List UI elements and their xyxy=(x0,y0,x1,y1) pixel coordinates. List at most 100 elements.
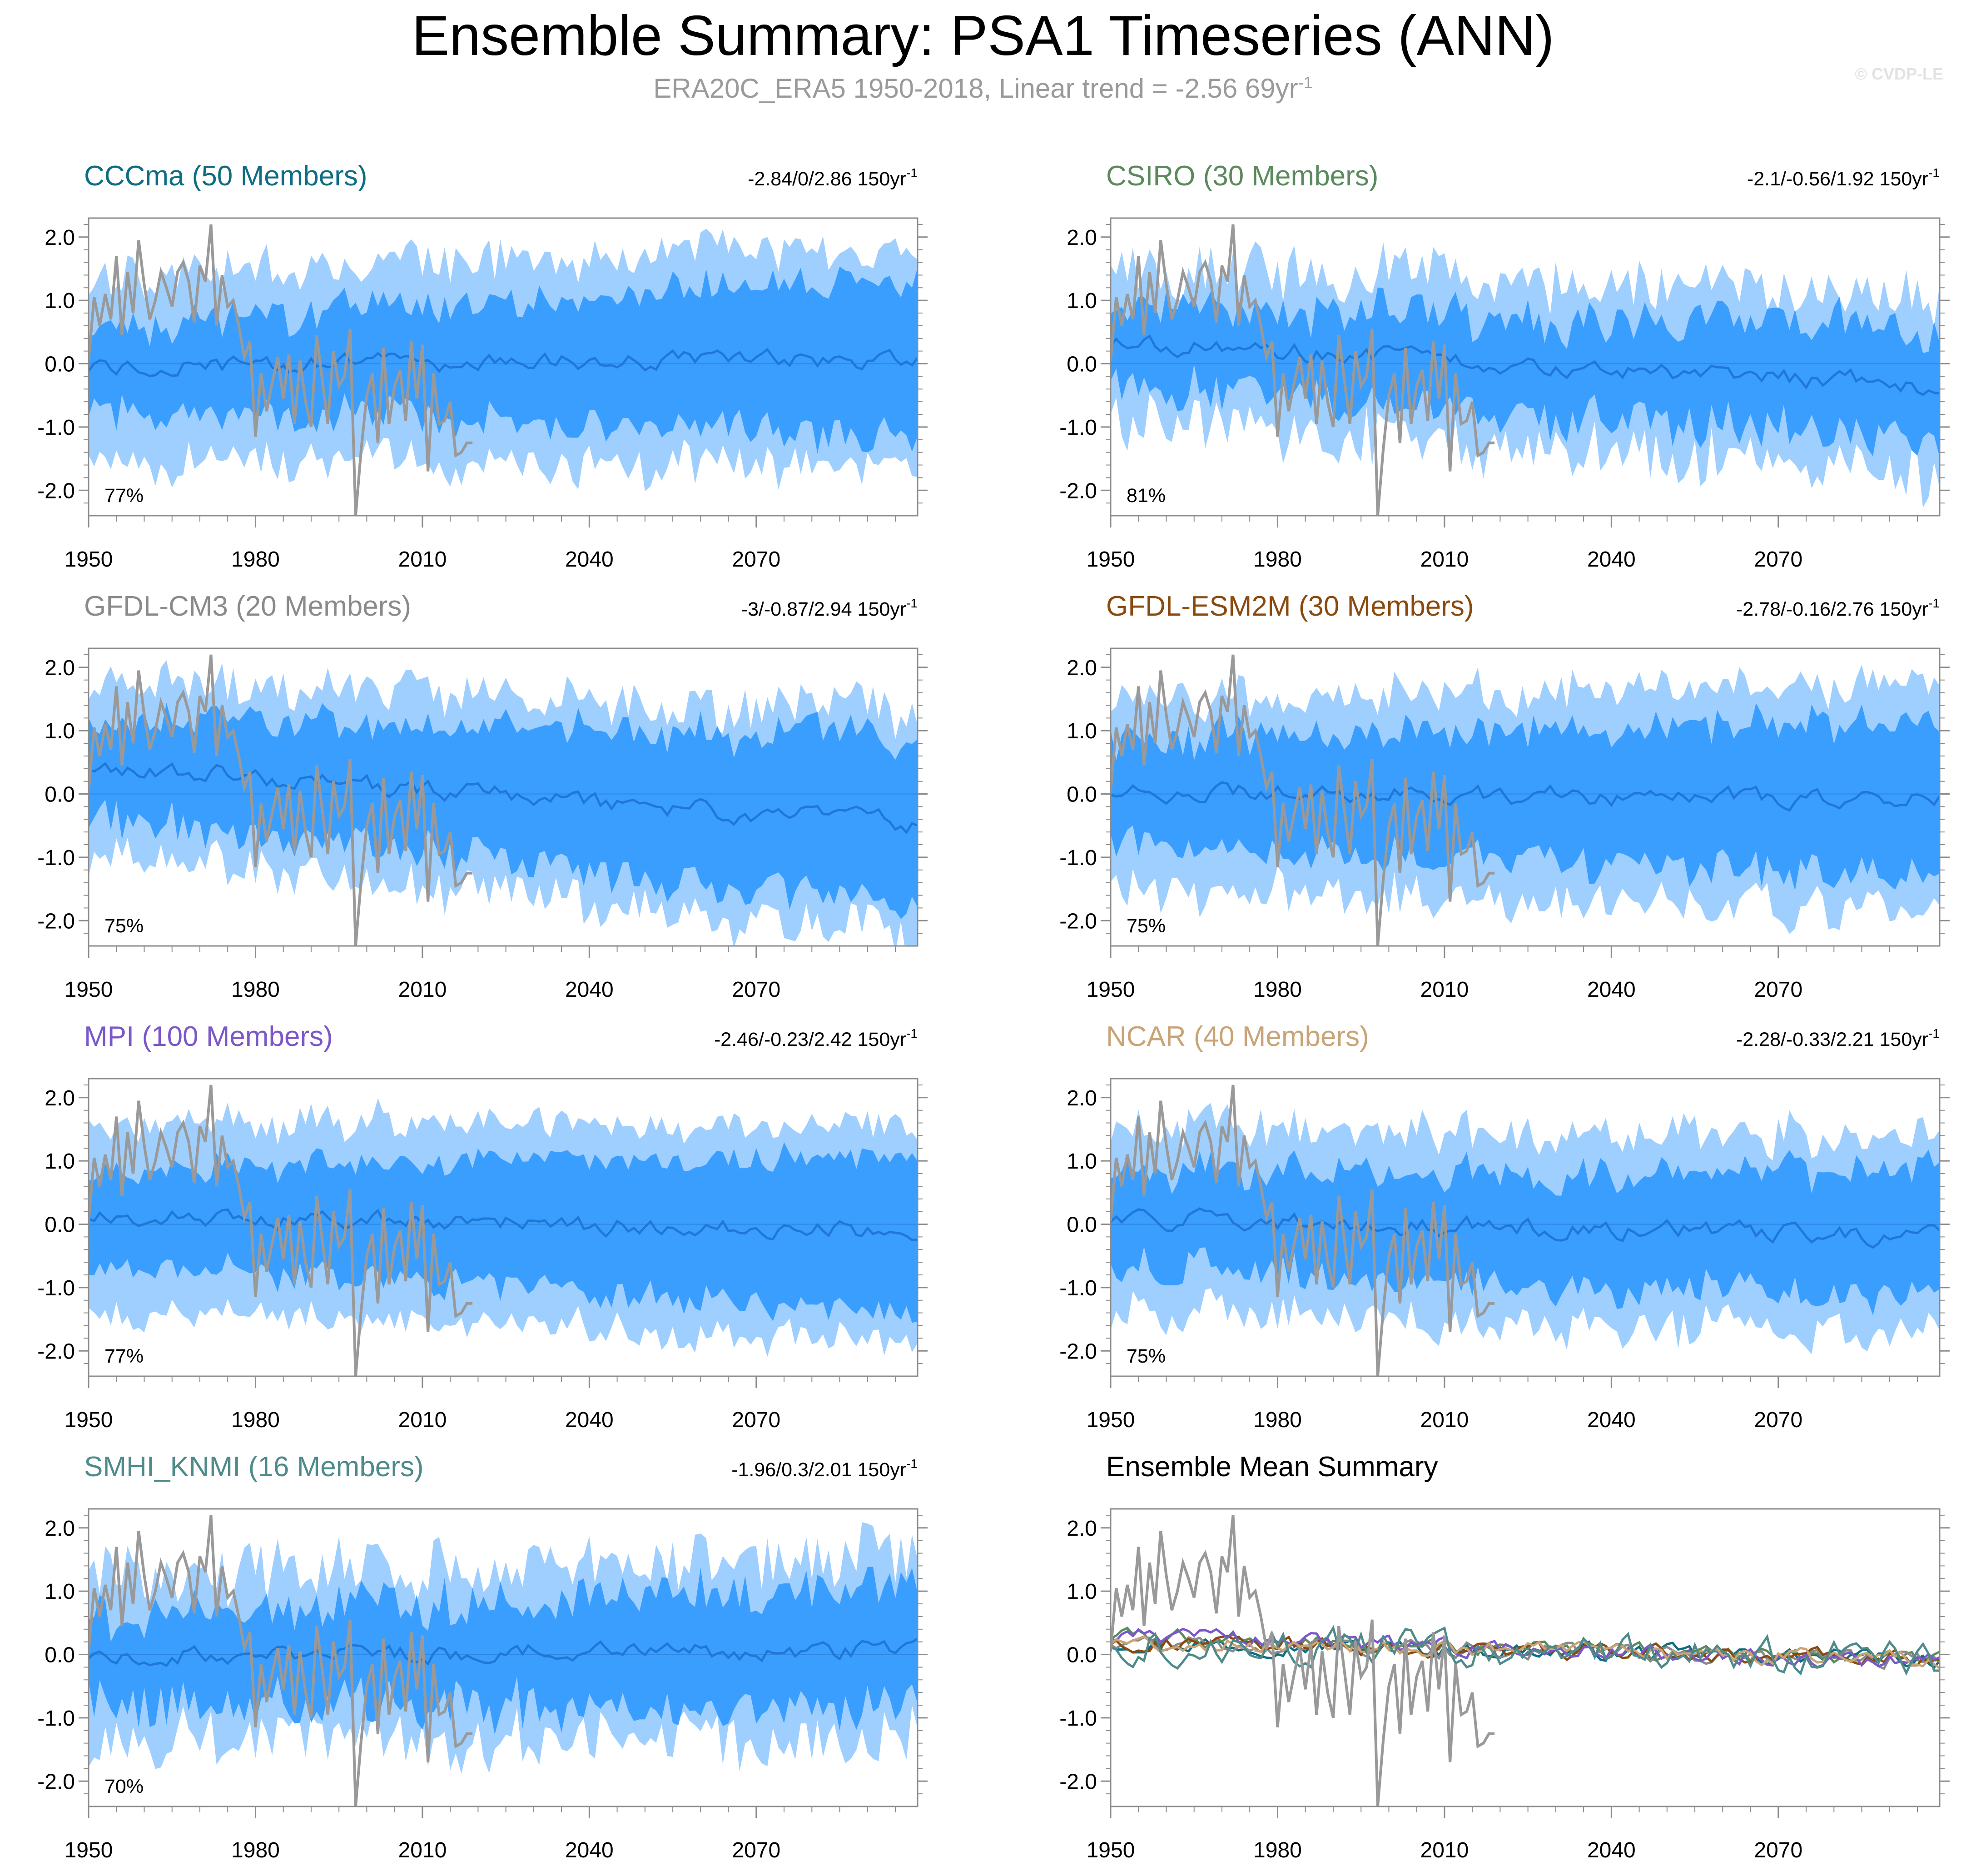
panel-3: GFDL-ESM2M (30 Members) 2.0 1.0 0.0 -1.0 -2.0… xyxy=(1059,591,1950,1002)
panel-range-label: -2.1/-0.56/1.92 150yr-1 xyxy=(1747,166,1940,190)
y-tick-label: 2.0 xyxy=(45,226,75,250)
y-tick-label: 0.0 xyxy=(1067,1643,1097,1667)
ensemble-mean-series-5 xyxy=(1111,1635,1940,1669)
range-exponent: -1 xyxy=(1928,1026,1940,1040)
y-tick-label: -2.0 xyxy=(1059,909,1097,933)
x-tick-label: 1950 xyxy=(65,547,113,572)
x-tick-label: 1950 xyxy=(1087,978,1135,1002)
observations-line xyxy=(1111,1085,1495,1376)
panel-title: GFDL-CM3 (20 Members) xyxy=(84,591,411,622)
plot-area xyxy=(89,1085,918,1376)
x-tick-label: 1950 xyxy=(1087,547,1135,572)
plot-area xyxy=(1111,654,1940,946)
x-tick-label: 2010 xyxy=(398,1408,447,1432)
y-tick-label: 2.0 xyxy=(1067,656,1097,680)
x-tick-label: 2040 xyxy=(1587,978,1636,1002)
panel-7: Ensemble Mean Summary 2.0 1.0 0.0 -1.0 -2.0 19… xyxy=(1059,1451,1950,1862)
subtitle-text: ERA20C_ERA5 1950-2018, Linear trend = -2… xyxy=(653,73,1298,104)
x-tick-label: 1950 xyxy=(1087,1408,1135,1432)
x-tick-label: 1950 xyxy=(65,1838,113,1862)
x-tick-label: 2040 xyxy=(565,1408,614,1432)
x-tick-label: 2070 xyxy=(732,1408,780,1432)
inner-spread-band xyxy=(1111,287,1940,458)
y-tick-label: 0.0 xyxy=(1067,353,1097,377)
observations-line xyxy=(89,224,473,516)
cvdp-watermark: © CVDP-LE xyxy=(1855,65,1943,83)
x-tick-label: 2070 xyxy=(1754,978,1802,1002)
observations-line xyxy=(1111,224,1495,516)
y-tick-label: 0.0 xyxy=(45,1643,75,1667)
range-text: -2.46/-0.23/2.42 150yr xyxy=(714,1029,906,1050)
y-tick-label: 0.0 xyxy=(45,783,75,807)
range-exponent: -1 xyxy=(1928,596,1940,610)
y-tick-label: -2.0 xyxy=(37,479,75,503)
panel-frame xyxy=(1110,647,1941,947)
y-tick-label: 1.0 xyxy=(1067,719,1097,743)
x-tick-label: 2070 xyxy=(1754,547,1802,572)
x-tick-label: 1980 xyxy=(231,1838,280,1862)
x-tick-label: 2010 xyxy=(1420,1408,1469,1432)
x-tick-label: 2070 xyxy=(732,978,780,1002)
x-tick-label: 2040 xyxy=(565,978,614,1002)
panel-frame xyxy=(1110,1508,1941,1807)
ensemble-mean-line xyxy=(89,348,918,378)
ensemble-mean-series-2 xyxy=(1111,1636,1940,1670)
y-tick-label: 2.0 xyxy=(1067,1086,1097,1110)
y-tick-label: 2.0 xyxy=(1067,1517,1097,1541)
page-subtitle: ERA20C_ERA5 1950-2018, Linear trend = -2… xyxy=(0,73,1966,104)
panel-frame xyxy=(88,1508,918,1807)
percent-label: 70% xyxy=(104,1776,144,1797)
x-tick-label: 2070 xyxy=(732,1838,780,1862)
panel-title: MPI (100 Members) xyxy=(84,1021,333,1052)
panel-2: GFDL-CM3 (20 Members) 2.0 1.0 0.0 -1.0 -2.0 19… xyxy=(37,591,928,1002)
page-title: Ensemble Summary: PSA1 Timeseries (ANN) xyxy=(412,5,1554,67)
observations-line xyxy=(89,654,473,946)
plot-area xyxy=(1111,224,1940,516)
ensemble-mean-line xyxy=(1111,781,1940,812)
panel-4: MPI (100 Members) 2.0 1.0 0.0 -1.0 -2.0 1950 19… xyxy=(37,1021,928,1432)
y-tick-label: -1.0 xyxy=(1059,846,1097,870)
x-tick-label: 1980 xyxy=(231,547,280,572)
y-tick-label: 1.0 xyxy=(45,1149,75,1174)
range-text: -2.78/-0.16/2.76 150yr xyxy=(1736,598,1928,620)
x-tick-label: 2010 xyxy=(398,1838,447,1862)
y-tick-label: 0.0 xyxy=(45,1213,75,1237)
plot-area xyxy=(1111,1515,1940,1806)
y-tick-label: 1.0 xyxy=(45,719,75,743)
y-tick-label: 1.0 xyxy=(45,289,75,313)
range-text: -1.96/0.3/2.01 150yr xyxy=(731,1459,906,1481)
y-tick-label: 2.0 xyxy=(1067,226,1097,250)
panel-title: Ensemble Mean Summary xyxy=(1106,1451,1438,1483)
y-tick-label: 1.0 xyxy=(1067,1580,1097,1604)
x-tick-label: 2070 xyxy=(1754,1408,1802,1432)
percent-label: 77% xyxy=(104,1345,144,1367)
range-exponent: -1 xyxy=(906,1026,918,1040)
panel-title: SMHI_KNMI (16 Members) xyxy=(84,1451,424,1483)
ensemble-mean-line xyxy=(89,1208,918,1241)
x-tick-label: 2070 xyxy=(1754,1838,1802,1862)
y-tick-label: 0.0 xyxy=(45,353,75,377)
panel-title: CCCma (50 Members) xyxy=(84,160,367,192)
range-text: -3/-0.87/2.94 150yr xyxy=(741,598,906,620)
y-tick-label: 1.0 xyxy=(1067,289,1097,313)
x-tick-label: 1950 xyxy=(65,978,113,1002)
panel-frame xyxy=(1110,217,1941,517)
x-tick-label: 1950 xyxy=(65,1408,113,1432)
y-tick-label: -1.0 xyxy=(37,846,75,870)
y-tick-label: 2.0 xyxy=(45,1517,75,1541)
panel-range-label: -2.78/-0.16/2.76 150yr-1 xyxy=(1736,596,1940,620)
panel-range-label: -3/-0.87/2.94 150yr-1 xyxy=(741,596,918,620)
plot-area xyxy=(1111,1085,1940,1376)
plot-area xyxy=(89,224,918,516)
panel-title: NCAR (40 Members) xyxy=(1106,1021,1369,1052)
range-text: -2.84/0/2.86 150yr xyxy=(748,168,906,190)
x-tick-label: 2010 xyxy=(1420,547,1469,572)
range-exponent: -1 xyxy=(906,166,918,180)
panel-range-label: -2.28/-0.33/2.21 150yr-1 xyxy=(1736,1026,1940,1050)
panel-frame xyxy=(88,217,918,517)
range-exponent: -1 xyxy=(906,596,918,610)
y-tick-label: -2.0 xyxy=(37,1339,75,1363)
y-tick-label: -2.0 xyxy=(1059,1770,1097,1794)
percent-label: 75% xyxy=(1127,915,1166,937)
